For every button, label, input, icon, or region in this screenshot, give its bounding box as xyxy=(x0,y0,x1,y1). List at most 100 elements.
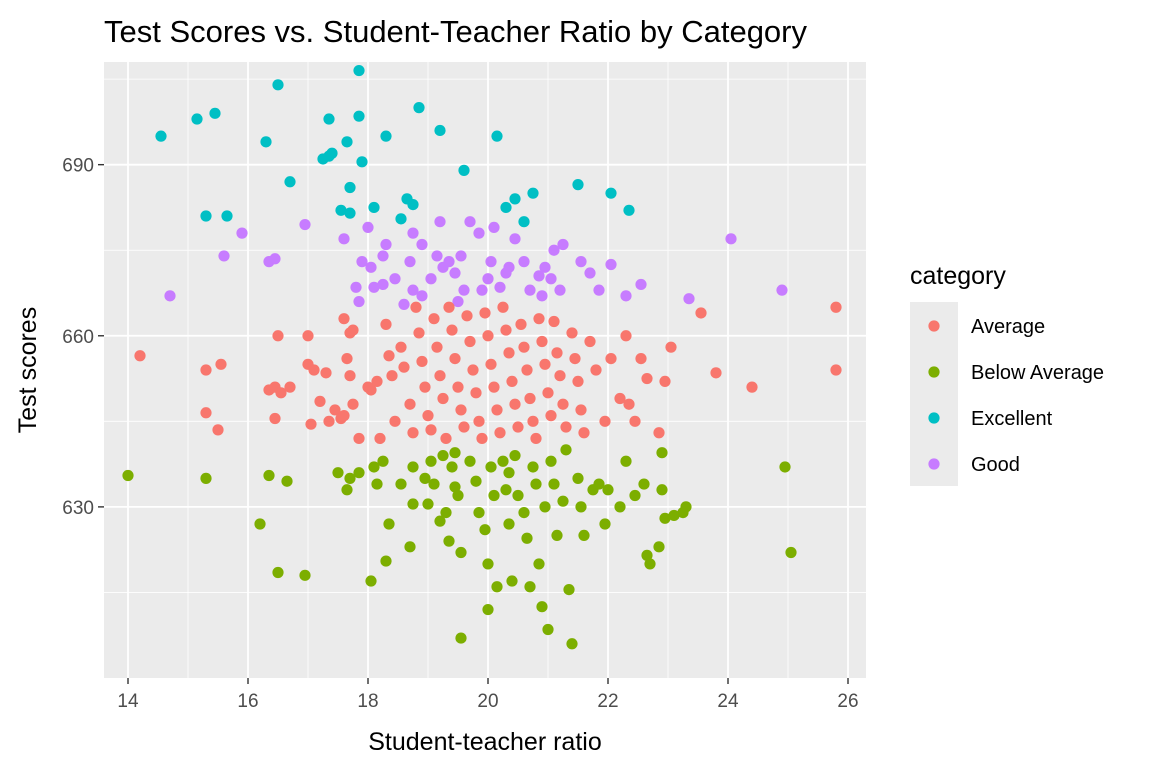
legend-label-average: Average xyxy=(971,316,1045,338)
point-excellent xyxy=(380,130,392,142)
data-points xyxy=(122,64,842,650)
point-below-average xyxy=(404,541,416,553)
point-average xyxy=(533,313,545,325)
point-average xyxy=(614,392,626,405)
point-average xyxy=(530,432,542,445)
y-axis: 630 660 690 xyxy=(62,156,104,519)
point-below-average xyxy=(437,449,449,462)
point-below-average xyxy=(281,475,293,487)
x-tick-label: 16 xyxy=(237,691,258,712)
point-average xyxy=(830,364,842,376)
point-below-average xyxy=(440,506,452,519)
point-below-average xyxy=(365,575,377,587)
point-good xyxy=(620,290,632,302)
point-average xyxy=(305,418,317,430)
point-below-average xyxy=(560,444,572,456)
point-below-average xyxy=(527,461,539,473)
point-below-average xyxy=(614,501,626,513)
point-average xyxy=(746,381,758,393)
point-average xyxy=(434,370,446,382)
point-good xyxy=(488,221,500,234)
point-excellent xyxy=(335,204,347,216)
point-average xyxy=(341,352,353,365)
point-average xyxy=(584,335,596,348)
plot-panel xyxy=(104,62,866,678)
point-excellent xyxy=(341,136,353,148)
point-average xyxy=(314,395,326,407)
point-below-average xyxy=(497,455,509,467)
point-average xyxy=(629,415,641,427)
point-below-average xyxy=(419,472,431,484)
point-excellent xyxy=(191,113,203,125)
point-average xyxy=(518,341,530,353)
point-excellent xyxy=(155,130,167,142)
legend-key-excellent xyxy=(928,412,940,424)
point-below-average xyxy=(341,484,353,496)
point-average xyxy=(476,432,488,445)
legend-key-average xyxy=(928,320,940,332)
x-tick-label: 18 xyxy=(357,691,378,712)
point-good xyxy=(377,250,389,262)
point-good xyxy=(476,284,488,296)
legend-label-excellent: Excellent xyxy=(971,408,1053,430)
point-below-average xyxy=(593,478,605,490)
point-average xyxy=(572,375,584,388)
point-good xyxy=(683,293,695,305)
point-average xyxy=(635,352,647,365)
point-average xyxy=(503,347,515,359)
point-good xyxy=(389,273,401,285)
point-average xyxy=(578,427,590,439)
point-below-average xyxy=(299,569,311,581)
point-excellent xyxy=(368,201,380,214)
legend-label-below-average: Below Average xyxy=(971,362,1104,384)
point-below-average xyxy=(482,558,494,570)
x-axis-title: Student-teacher ratio xyxy=(368,728,601,756)
series-below-average xyxy=(122,444,797,650)
point-average xyxy=(455,404,467,416)
point-below-average xyxy=(371,478,383,490)
point-average xyxy=(665,341,677,353)
point-good xyxy=(458,284,470,296)
point-below-average xyxy=(566,638,578,650)
point-excellent xyxy=(407,198,419,211)
point-average xyxy=(398,361,410,373)
point-below-average xyxy=(473,506,485,519)
point-good xyxy=(518,256,530,268)
point-excellent xyxy=(284,176,296,188)
point-average xyxy=(416,355,428,368)
point-good xyxy=(164,290,176,302)
point-excellent xyxy=(272,79,284,91)
point-below-average xyxy=(383,518,395,530)
grid-major xyxy=(104,62,866,678)
point-good xyxy=(584,267,596,279)
point-good xyxy=(533,270,545,282)
legend-key-good xyxy=(928,458,940,470)
point-average xyxy=(485,358,497,370)
point-average xyxy=(473,415,485,427)
point-good xyxy=(776,284,788,296)
point-below-average xyxy=(470,475,482,487)
point-excellent xyxy=(509,193,521,205)
point-average xyxy=(539,358,551,370)
point-below-average xyxy=(533,558,545,570)
point-good xyxy=(452,295,464,308)
point-good xyxy=(509,233,521,245)
point-average xyxy=(329,404,341,416)
point-average xyxy=(323,415,335,427)
point-average xyxy=(500,324,512,336)
point-good xyxy=(482,273,494,285)
point-average xyxy=(389,415,401,427)
point-average xyxy=(428,313,440,325)
point-below-average xyxy=(452,489,464,502)
legend-key-below-average xyxy=(928,366,940,378)
point-average xyxy=(830,301,842,313)
point-good xyxy=(356,256,368,268)
point-average xyxy=(620,330,632,342)
point-average xyxy=(269,412,281,425)
x-tick-label: 14 xyxy=(117,691,139,712)
point-below-average xyxy=(518,506,530,519)
point-average xyxy=(557,398,569,410)
point-below-average xyxy=(656,484,668,496)
point-good xyxy=(593,284,605,296)
